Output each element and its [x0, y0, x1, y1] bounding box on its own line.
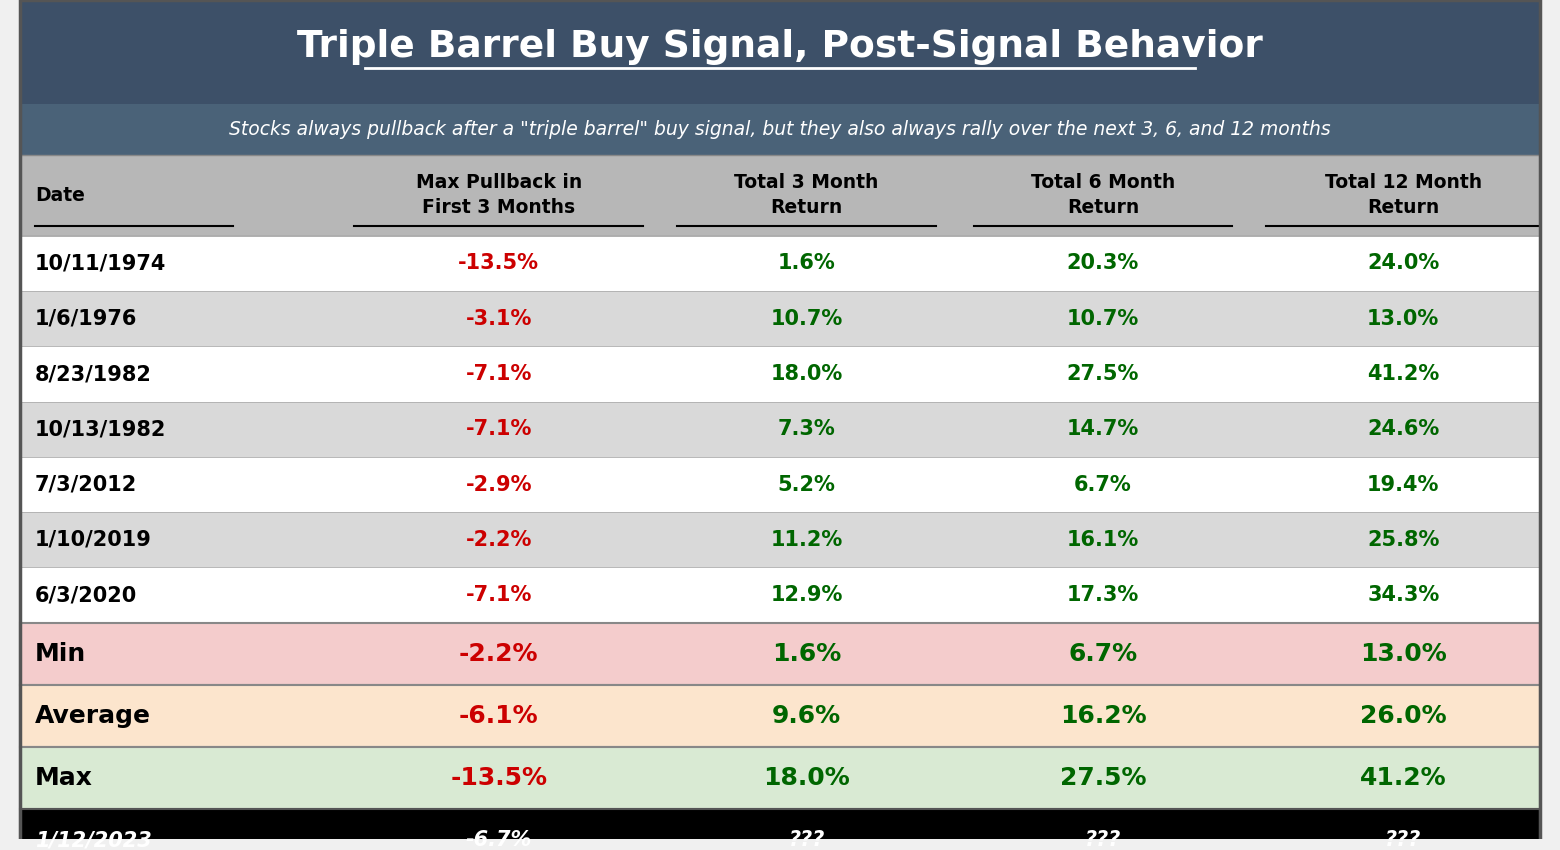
Bar — [20, 235, 1540, 292]
Text: 24.6%: 24.6% — [1367, 419, 1440, 439]
Text: 18.0%: 18.0% — [771, 364, 842, 384]
Text: -7.1%: -7.1% — [465, 364, 532, 384]
Bar — [20, 747, 1540, 809]
Text: 16.1%: 16.1% — [1067, 530, 1139, 550]
Text: 14.7%: 14.7% — [1067, 419, 1139, 439]
Text: 19.4%: 19.4% — [1367, 474, 1440, 495]
Text: -6.1%: -6.1% — [459, 704, 538, 728]
Text: -13.5%: -13.5% — [451, 766, 548, 790]
Text: 9.6%: 9.6% — [772, 704, 841, 728]
Bar — [20, 104, 1540, 155]
Text: ???: ??? — [1084, 830, 1122, 850]
Text: 41.2%: 41.2% — [1367, 364, 1440, 384]
Text: 34.3%: 34.3% — [1367, 585, 1440, 605]
Bar — [20, 568, 1540, 623]
Bar — [20, 513, 1540, 568]
Text: 6/3/2020: 6/3/2020 — [34, 585, 137, 605]
Text: 10/13/1982: 10/13/1982 — [34, 419, 167, 439]
Bar — [20, 347, 1540, 402]
Text: Total 6 Month
Return: Total 6 Month Return — [1031, 173, 1175, 218]
Text: 1/10/2019: 1/10/2019 — [34, 530, 151, 550]
Text: 10/11/1974: 10/11/1974 — [34, 253, 167, 274]
Text: Max Pullback in
First 3 Months: Max Pullback in First 3 Months — [415, 173, 582, 218]
Text: 13.0%: 13.0% — [1367, 309, 1440, 329]
Text: -7.1%: -7.1% — [465, 585, 532, 605]
Bar — [20, 402, 1540, 457]
Bar — [20, 809, 1540, 850]
Text: 41.2%: 41.2% — [1360, 766, 1446, 790]
Text: Min: Min — [34, 642, 86, 666]
Text: 27.5%: 27.5% — [1059, 766, 1147, 790]
Text: 1/12/2023: 1/12/2023 — [34, 830, 151, 850]
Text: 7/3/2012: 7/3/2012 — [34, 474, 137, 495]
Text: Date: Date — [34, 186, 84, 205]
Text: 6.7%: 6.7% — [1069, 642, 1137, 666]
Text: ???: ??? — [788, 830, 825, 850]
Text: 6.7%: 6.7% — [1075, 474, 1133, 495]
Text: 20.3%: 20.3% — [1067, 253, 1139, 274]
Bar — [20, 155, 1540, 235]
Text: Stocks always pullback after a "triple barrel" buy signal, but they also always : Stocks always pullback after a "triple b… — [229, 120, 1331, 139]
Text: 10.7%: 10.7% — [1067, 309, 1139, 329]
Text: Average: Average — [34, 704, 151, 728]
Text: Max: Max — [34, 766, 94, 790]
Text: -2.2%: -2.2% — [465, 530, 532, 550]
Text: -7.1%: -7.1% — [465, 419, 532, 439]
Text: 27.5%: 27.5% — [1067, 364, 1139, 384]
Text: 5.2%: 5.2% — [778, 474, 836, 495]
Text: 10.7%: 10.7% — [771, 309, 842, 329]
Bar — [20, 457, 1540, 513]
Text: -2.9%: -2.9% — [465, 474, 532, 495]
Text: 11.2%: 11.2% — [771, 530, 842, 550]
Text: 18.0%: 18.0% — [763, 766, 850, 790]
Text: -3.1%: -3.1% — [465, 309, 532, 329]
Text: 1.6%: 1.6% — [778, 253, 836, 274]
Bar — [20, 623, 1540, 685]
Text: -13.5%: -13.5% — [459, 253, 540, 274]
Text: 24.0%: 24.0% — [1367, 253, 1440, 274]
Text: -2.2%: -2.2% — [459, 642, 538, 666]
Bar — [20, 292, 1540, 347]
Text: 13.0%: 13.0% — [1360, 642, 1446, 666]
Text: 17.3%: 17.3% — [1067, 585, 1139, 605]
Text: 16.2%: 16.2% — [1059, 704, 1147, 728]
Text: Total 12 Month
Return: Total 12 Month Return — [1324, 173, 1482, 218]
Text: 26.0%: 26.0% — [1360, 704, 1446, 728]
Text: 8/23/1982: 8/23/1982 — [34, 364, 151, 384]
Text: 1.6%: 1.6% — [772, 642, 841, 666]
Bar — [20, 0, 1540, 104]
Text: 7.3%: 7.3% — [778, 419, 836, 439]
Text: 1/6/1976: 1/6/1976 — [34, 309, 137, 329]
Text: ???: ??? — [1385, 830, 1421, 850]
Text: 25.8%: 25.8% — [1367, 530, 1440, 550]
Text: Total 3 Month
Return: Total 3 Month Return — [735, 173, 878, 218]
Text: -6.7%: -6.7% — [465, 830, 532, 850]
Text: Triple Barrel Buy Signal, Post-Signal Behavior: Triple Barrel Buy Signal, Post-Signal Be… — [296, 29, 1264, 65]
Bar — [20, 685, 1540, 747]
Text: 12.9%: 12.9% — [771, 585, 842, 605]
